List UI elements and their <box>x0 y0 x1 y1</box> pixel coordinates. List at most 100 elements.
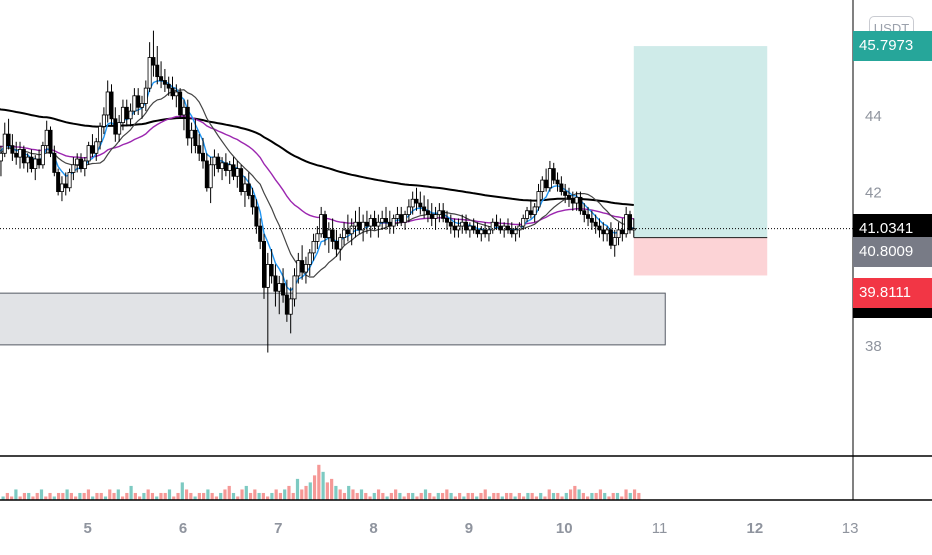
volume-bar <box>304 485 308 500</box>
candle-body <box>403 214 408 223</box>
candle-body <box>338 237 343 250</box>
time-tick-label: 9 <box>465 520 473 537</box>
candle-body <box>498 225 503 231</box>
volume-bar <box>598 489 603 500</box>
volume-bar <box>278 492 283 500</box>
candle-body <box>281 283 286 296</box>
volume-bar <box>210 492 214 500</box>
volume-bar <box>184 489 189 500</box>
candle-body <box>155 64 160 78</box>
volume-bar <box>163 492 167 500</box>
volume-bar <box>539 492 543 500</box>
volume-bar <box>244 485 248 500</box>
candle-body <box>288 298 293 315</box>
volume-bar <box>14 489 18 500</box>
candle-body <box>353 221 358 227</box>
candle-body <box>40 145 45 166</box>
candle-body <box>140 103 145 108</box>
candle-body <box>136 95 141 108</box>
candle-body <box>132 95 137 112</box>
candle-body <box>536 191 541 208</box>
candle-body <box>612 237 617 246</box>
volume-bar <box>261 492 265 500</box>
candle-body <box>105 91 110 116</box>
volume-bar <box>172 496 176 500</box>
candle-body <box>56 172 61 192</box>
volume-bar <box>330 478 334 500</box>
volume-bar <box>44 496 48 500</box>
volume-bar <box>564 492 568 500</box>
volume-bar <box>180 482 184 500</box>
volume-bar <box>338 489 342 500</box>
candle-body <box>37 158 42 166</box>
candle-body <box>555 179 560 185</box>
volume-bar <box>526 492 530 500</box>
volume-bar <box>240 489 244 500</box>
volume-bar <box>620 496 624 500</box>
volume-bar <box>1 496 5 500</box>
volume-bar <box>436 492 440 500</box>
candle-body <box>223 162 228 171</box>
candle-body <box>262 241 267 288</box>
volume-bar <box>530 492 534 500</box>
candle-body <box>490 221 495 231</box>
candle-body <box>574 196 579 204</box>
candle-body <box>391 218 396 227</box>
volume-layer <box>1 464 641 500</box>
volume-bar <box>274 489 278 500</box>
time-tick-label: 7 <box>274 520 282 537</box>
volume-bar <box>492 492 496 500</box>
volume-bar <box>581 492 585 500</box>
candle-body <box>582 210 587 215</box>
volume-bar <box>389 492 393 500</box>
volume-bar <box>615 492 620 500</box>
volume-bar <box>270 492 274 500</box>
volume-bar <box>138 496 142 500</box>
volume-bar <box>65 489 69 500</box>
volume-bar <box>150 492 155 500</box>
candle-body <box>220 162 225 170</box>
volume-bar <box>193 496 197 500</box>
volume-bar <box>99 492 103 500</box>
volume-bar <box>167 489 172 500</box>
candle-body <box>441 210 446 219</box>
candle-body <box>147 57 152 89</box>
volume-bar <box>86 489 91 500</box>
candle-body <box>258 225 263 242</box>
volume-bar <box>590 492 594 500</box>
time-tick-label: 6 <box>179 520 187 537</box>
candle-body <box>181 106 186 116</box>
candle-body <box>59 183 64 192</box>
candle-body <box>67 172 72 189</box>
volume-bar <box>364 492 368 500</box>
candle-body <box>216 156 221 170</box>
volume-bar <box>475 496 479 500</box>
support-zone <box>0 292 666 346</box>
candle-body <box>79 158 84 170</box>
volume-bar <box>283 489 287 500</box>
candle-body <box>342 229 347 238</box>
volume-bar <box>27 492 31 500</box>
target-price-label: 45.7973 <box>853 31 932 62</box>
candle-body <box>414 198 419 204</box>
volume-bar <box>432 496 436 500</box>
candle-body <box>86 145 91 162</box>
candle-body <box>250 195 255 208</box>
candle-body <box>2 133 7 154</box>
volume-bar <box>159 492 163 500</box>
volume-bar <box>74 496 78 500</box>
candle-body <box>475 229 480 235</box>
candle-body <box>307 252 312 265</box>
candle-body <box>227 164 232 171</box>
candle-body <box>349 225 354 235</box>
candle-body <box>18 149 23 158</box>
candle-body <box>277 283 282 292</box>
candle-body <box>547 168 552 189</box>
volume-bar <box>39 489 44 500</box>
volume-bar <box>176 492 180 500</box>
candle-body <box>467 225 472 231</box>
volume-bar <box>381 492 385 500</box>
candle-body <box>71 164 76 173</box>
